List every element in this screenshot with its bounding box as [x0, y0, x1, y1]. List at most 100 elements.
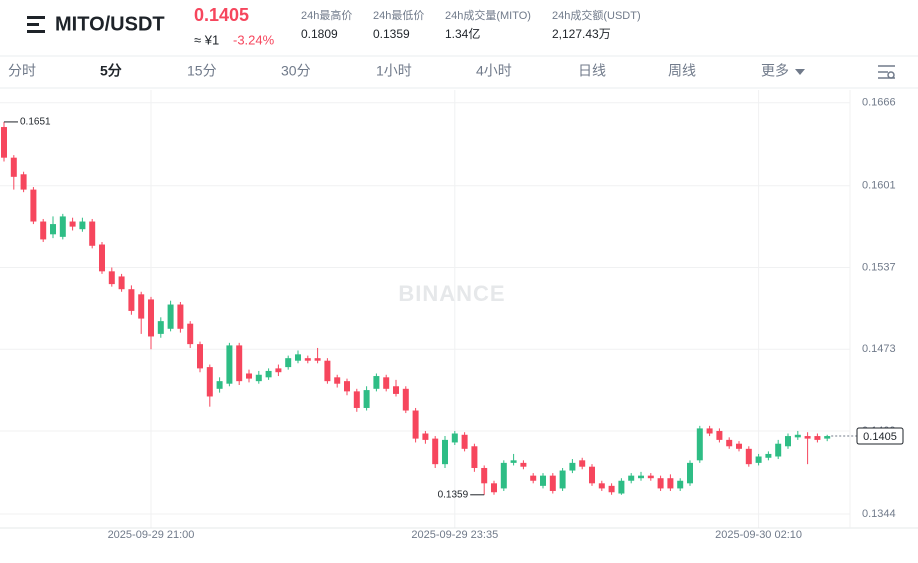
candle-body — [677, 480, 684, 489]
stat-label: 24h最高价 — [301, 8, 352, 22]
candle-body — [20, 174, 27, 190]
candle-body — [393, 386, 399, 394]
x-tick-label: 2025-09-29 21:00 — [108, 529, 195, 541]
stat-value: 0.1359 — [373, 27, 410, 41]
candle-body — [167, 304, 174, 329]
candle-body — [471, 446, 478, 468]
tab[interactable]: 15分 — [187, 63, 217, 79]
stat-label: 24h成交额(USDT) — [552, 8, 641, 22]
candle-body — [461, 434, 468, 449]
max-label: 0.1651 — [20, 117, 51, 128]
candle-body — [608, 485, 615, 493]
candle-body — [540, 475, 546, 486]
y-tick-label: 0.1537 — [862, 261, 896, 273]
tab[interactable]: 30分 — [281, 63, 311, 79]
stat-value: 2,127.43万 — [552, 27, 611, 41]
candle-body — [500, 462, 507, 489]
candle-body — [148, 299, 154, 337]
candle-body — [206, 367, 213, 397]
candle-body — [824, 436, 831, 439]
candle-body — [422, 433, 429, 440]
stat-value: 1.34亿 — [445, 26, 480, 41]
candle-body — [89, 221, 96, 246]
candle-body — [549, 475, 556, 491]
price: 0.1405 — [194, 5, 249, 25]
candle-body — [216, 381, 223, 389]
candle-body — [530, 475, 537, 481]
candle-body — [285, 358, 292, 368]
candle-body — [363, 390, 370, 408]
candle-body — [344, 381, 350, 392]
menu-icon[interactable] — [27, 16, 45, 33]
candle-body — [246, 373, 252, 379]
candle-body — [726, 439, 733, 447]
candle-body — [745, 448, 752, 465]
candle-body — [402, 388, 409, 411]
candle-body — [804, 436, 811, 439]
tab[interactable]: 4小时 — [476, 63, 512, 79]
tab[interactable]: 5分 — [100, 63, 122, 79]
candle-body — [334, 377, 341, 384]
candle-body — [304, 358, 311, 361]
candle-body — [157, 321, 164, 334]
candle-body — [765, 453, 772, 458]
last-price-box — [856, 427, 904, 445]
candle-body — [598, 483, 605, 489]
tab[interactable]: 1小时 — [376, 63, 412, 79]
candle-body — [1, 127, 7, 158]
candle-body — [559, 470, 566, 489]
candle-body — [10, 157, 17, 177]
candle-body — [99, 244, 105, 272]
settings-icon[interactable] — [878, 65, 895, 79]
candle-body — [108, 271, 115, 285]
candle-body — [353, 391, 360, 408]
tabs: 分时 5分 15分 30分 1小时 4小时 日线 周线 更多 — [8, 63, 805, 79]
y-tick-label: 0.1666 — [862, 97, 896, 109]
candle-body — [79, 221, 86, 230]
y-tick-label: 0.1473 — [862, 343, 896, 355]
tab[interactable]: 周线 — [668, 63, 696, 79]
candle-body — [69, 221, 76, 227]
candle-body — [226, 345, 233, 384]
candle-body — [814, 436, 821, 440]
candle-body — [295, 354, 301, 361]
candle-body — [187, 323, 194, 345]
candle-body — [638, 475, 644, 479]
stat-label: 24h最低价 — [373, 9, 424, 22]
candle-body — [794, 434, 801, 438]
candle-body — [138, 294, 145, 319]
y-tick-label: 0.1344 — [862, 508, 896, 520]
candle-body — [579, 460, 586, 467]
x-tick-label: 2025-09-29 23:35 — [411, 529, 498, 541]
dropdown-arrow — [795, 69, 805, 75]
candle-body — [716, 430, 723, 440]
candle-body — [657, 478, 664, 489]
candle-body — [736, 443, 742, 449]
candle-body — [442, 439, 448, 465]
candle-body — [118, 276, 125, 290]
candle-body — [451, 433, 458, 443]
candle-body — [589, 466, 595, 484]
x-tick-label: 2025-09-30 02:10 — [715, 529, 802, 541]
candle-body — [618, 480, 625, 494]
stat-label: 24h成交量(MITO) — [445, 8, 531, 22]
candle-body — [197, 344, 203, 369]
stat-value: 0.1809 — [301, 27, 338, 41]
candle-body — [687, 462, 693, 484]
approx-price: ≈ ¥1 — [194, 32, 219, 47]
candle-body — [755, 456, 762, 463]
candle-body — [236, 345, 243, 382]
y-tick-label: 0.1601 — [862, 180, 896, 192]
tab[interactable]: 更多 — [761, 63, 789, 79]
candle-body — [373, 376, 380, 389]
tab[interactable]: 分时 — [8, 63, 36, 79]
tab[interactable]: 日线 — [578, 63, 606, 79]
candle-body — [255, 374, 262, 382]
candle-body — [30, 189, 37, 222]
candle-body — [667, 478, 674, 489]
symbol: MITO/USDT — [55, 13, 165, 35]
candle-body — [569, 462, 576, 471]
icon-circle — [887, 71, 895, 79]
